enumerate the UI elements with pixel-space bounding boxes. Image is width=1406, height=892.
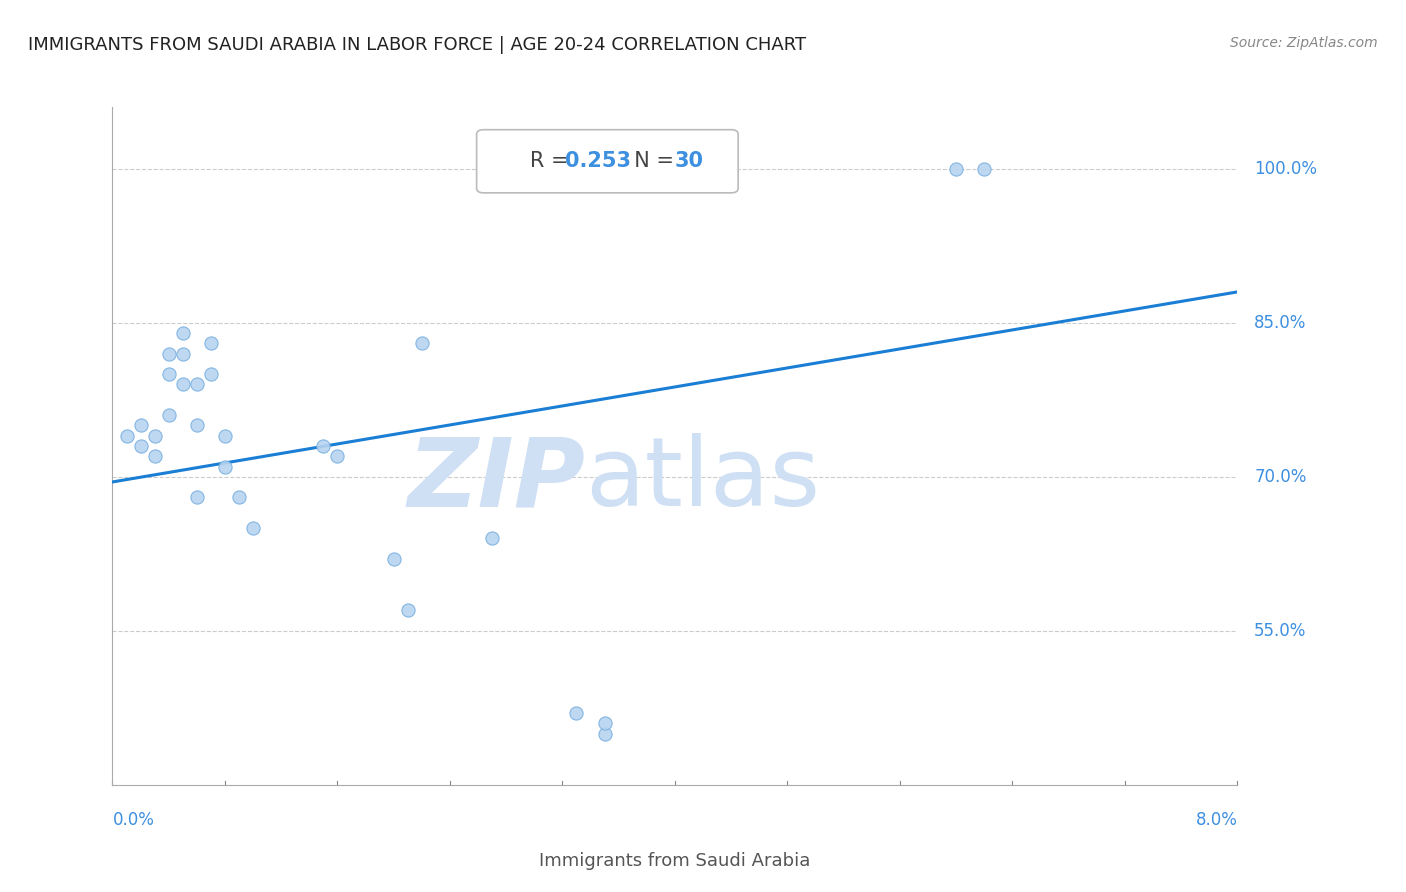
Text: 70.0%: 70.0% xyxy=(1254,467,1306,486)
Point xyxy=(242,521,264,535)
Point xyxy=(157,367,180,381)
Point xyxy=(593,716,616,731)
Point xyxy=(172,346,194,360)
Text: 0.0%: 0.0% xyxy=(112,811,155,829)
Point xyxy=(973,161,995,176)
Text: Source: ZipAtlas.com: Source: ZipAtlas.com xyxy=(1230,36,1378,50)
Text: 85.0%: 85.0% xyxy=(1254,314,1306,332)
Text: atlas: atlas xyxy=(585,434,820,526)
Point xyxy=(312,439,335,453)
Point xyxy=(382,552,405,566)
Point xyxy=(565,706,588,720)
Text: ZIP: ZIP xyxy=(406,434,585,526)
Text: N =: N = xyxy=(621,152,681,171)
Point xyxy=(172,326,194,340)
Point xyxy=(200,367,222,381)
Point xyxy=(214,428,236,442)
Text: 30: 30 xyxy=(675,152,704,171)
Point xyxy=(200,336,222,351)
Text: Immigrants from Saudi Arabia: Immigrants from Saudi Arabia xyxy=(538,852,811,870)
Point xyxy=(157,346,180,360)
Point xyxy=(411,336,433,351)
Text: R =: R = xyxy=(530,152,575,171)
Point xyxy=(481,532,503,546)
Point xyxy=(186,491,208,505)
Point xyxy=(186,377,208,392)
Point xyxy=(186,418,208,433)
Point xyxy=(143,450,166,464)
Point xyxy=(143,428,166,442)
Point xyxy=(396,603,419,617)
Point xyxy=(214,459,236,474)
Text: 0.253: 0.253 xyxy=(565,152,631,171)
Point xyxy=(157,408,180,422)
Point xyxy=(115,428,138,442)
Text: 100.0%: 100.0% xyxy=(1254,160,1317,178)
Point xyxy=(228,491,250,505)
Point xyxy=(129,418,152,433)
Point xyxy=(129,439,152,453)
Text: 55.0%: 55.0% xyxy=(1254,622,1306,640)
Point xyxy=(945,161,967,176)
Text: IMMIGRANTS FROM SAUDI ARABIA IN LABOR FORCE | AGE 20-24 CORRELATION CHART: IMMIGRANTS FROM SAUDI ARABIA IN LABOR FO… xyxy=(28,36,806,54)
Point xyxy=(172,377,194,392)
Point xyxy=(326,450,349,464)
Text: 8.0%: 8.0% xyxy=(1195,811,1237,829)
Point xyxy=(593,726,616,740)
